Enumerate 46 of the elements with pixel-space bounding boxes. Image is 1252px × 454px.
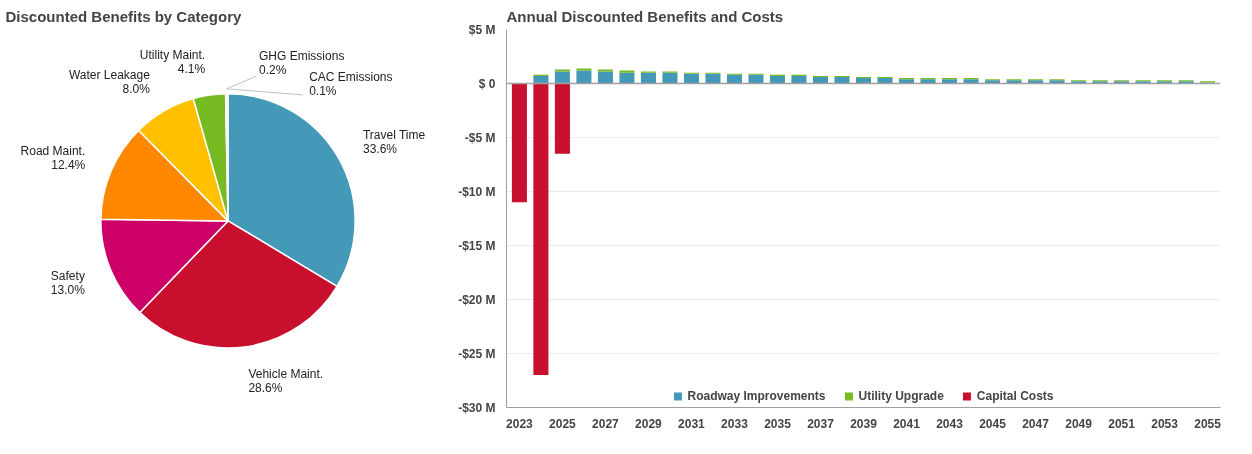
slice-label: Vehicle Maint.	[248, 366, 324, 381]
slice-label: Safety	[50, 268, 85, 283]
x-tick-label: 2055	[1194, 416, 1222, 431]
y-tick-label: $5 M	[468, 22, 496, 37]
x-tick-label: 2041	[893, 416, 921, 431]
y-tick-label: -$15 M	[458, 238, 496, 253]
x-tick-label: 2031	[678, 416, 706, 431]
slice-label: Road Maint.	[20, 143, 86, 158]
x-tick-label: 2047	[1022, 416, 1050, 431]
y-tick-label: $ 0	[478, 76, 496, 91]
data-label: 0.1%	[309, 83, 337, 98]
x-tick-label: 2045	[979, 416, 1007, 431]
x-tick-label: 2033	[721, 416, 749, 431]
x-tick-label: 2025	[549, 416, 577, 431]
slice-label: Utility Maint.	[139, 47, 206, 62]
data-label: 33.6%	[362, 141, 398, 156]
slice-label: Water Leakage	[68, 67, 151, 82]
data-label: 13.0%	[50, 282, 86, 297]
x-tick-label: 2023	[506, 416, 534, 431]
data-label: 28.6%	[248, 380, 283, 395]
x-tick-label: 2029	[635, 416, 663, 431]
legend-label: Capital Costs	[976, 389, 1054, 403]
y-tick-label: -$25 M	[458, 346, 496, 361]
y-tick-label: -$10 M	[458, 184, 496, 199]
y-tick-label: -$30 M	[458, 400, 496, 415]
x-tick-label: 2039	[850, 416, 878, 431]
chart-title: Annual Discounted Benefits and Costs	[506, 7, 784, 25]
slice-label: Travel Time	[362, 127, 426, 142]
data-label: 4.1%	[177, 61, 206, 76]
y-tick-label: -$20 M	[458, 292, 496, 307]
slice-label: CAC Emissions	[309, 69, 393, 84]
x-tick-label: 2049	[1065, 416, 1093, 431]
x-tick-label: 2053	[1151, 416, 1179, 431]
data-label: 12.4%	[51, 157, 86, 172]
legend-label: Roadway Improvements	[687, 389, 826, 403]
y-tick-label: -$5 M	[464, 130, 496, 145]
x-tick-label: 2035	[764, 416, 792, 431]
slice-label: GHG Emissions	[259, 49, 345, 64]
x-tick-label: 2051	[1108, 416, 1136, 431]
legend-label: Utility Upgrade	[858, 389, 944, 403]
chart-title: Discounted Benefits by Category	[5, 7, 243, 25]
data-label: 8.0%	[122, 81, 151, 96]
x-tick-label: 2037	[807, 416, 835, 431]
x-tick-label: 2043	[936, 416, 964, 431]
x-tick-label: 2027	[592, 416, 620, 431]
data-label: 0.2%	[259, 63, 287, 78]
